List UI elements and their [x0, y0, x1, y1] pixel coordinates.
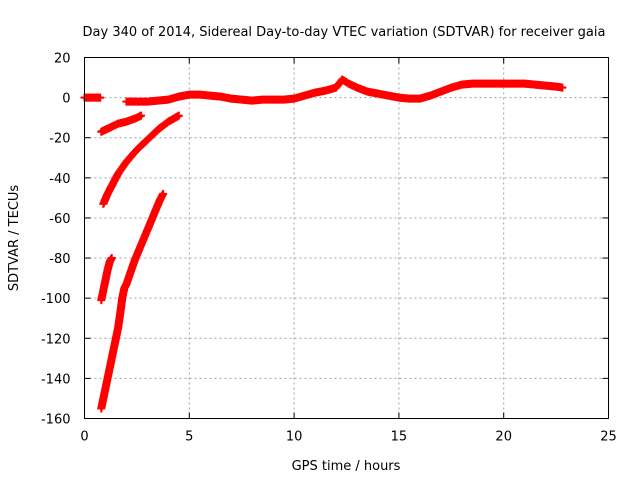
y-tick-label: -60 [49, 212, 70, 227]
axis-ticks [84, 57, 609, 419]
x-axis-label: GPS time / hours [292, 459, 401, 474]
x-tick-label: 10 [286, 430, 303, 445]
data-points [80, 75, 567, 413]
chart-title: Day 340 of 2014, Sidereal Day-to-day VTE… [83, 25, 606, 40]
y-tick-label: 0 [62, 92, 70, 107]
axis-tick-labels: 0 5 10 15 20 25 -160 -140 -120 -100 -80 -60 -40 -20 0 2… [41, 52, 617, 445]
y-tick-label: -80 [49, 252, 70, 267]
data-point [107, 254, 116, 263]
plot-frame [84, 57, 609, 419]
data-point [159, 189, 168, 198]
y-tick-label: -120 [41, 332, 71, 347]
data-point [96, 93, 105, 102]
x-tick-label: 0 [80, 430, 88, 445]
y-tick-label: -160 [41, 413, 71, 428]
y-axis-label: SDTVAR / TECUs [7, 185, 22, 292]
x-tick-label: 5 [185, 430, 193, 445]
y-tick-label: -100 [41, 292, 71, 307]
data-point [174, 111, 183, 120]
x-tick-label: 25 [600, 430, 617, 445]
y-tick-label: 20 [54, 52, 71, 67]
y-tick-label: -40 [49, 172, 70, 187]
y-tick-label: -20 [49, 132, 70, 147]
data-point [558, 83, 567, 92]
y-tick-label: -140 [41, 372, 71, 387]
data-point [137, 111, 146, 120]
x-tick-label: 15 [391, 430, 408, 445]
grid-lines [84, 57, 609, 419]
x-tick-label: 20 [495, 430, 512, 445]
